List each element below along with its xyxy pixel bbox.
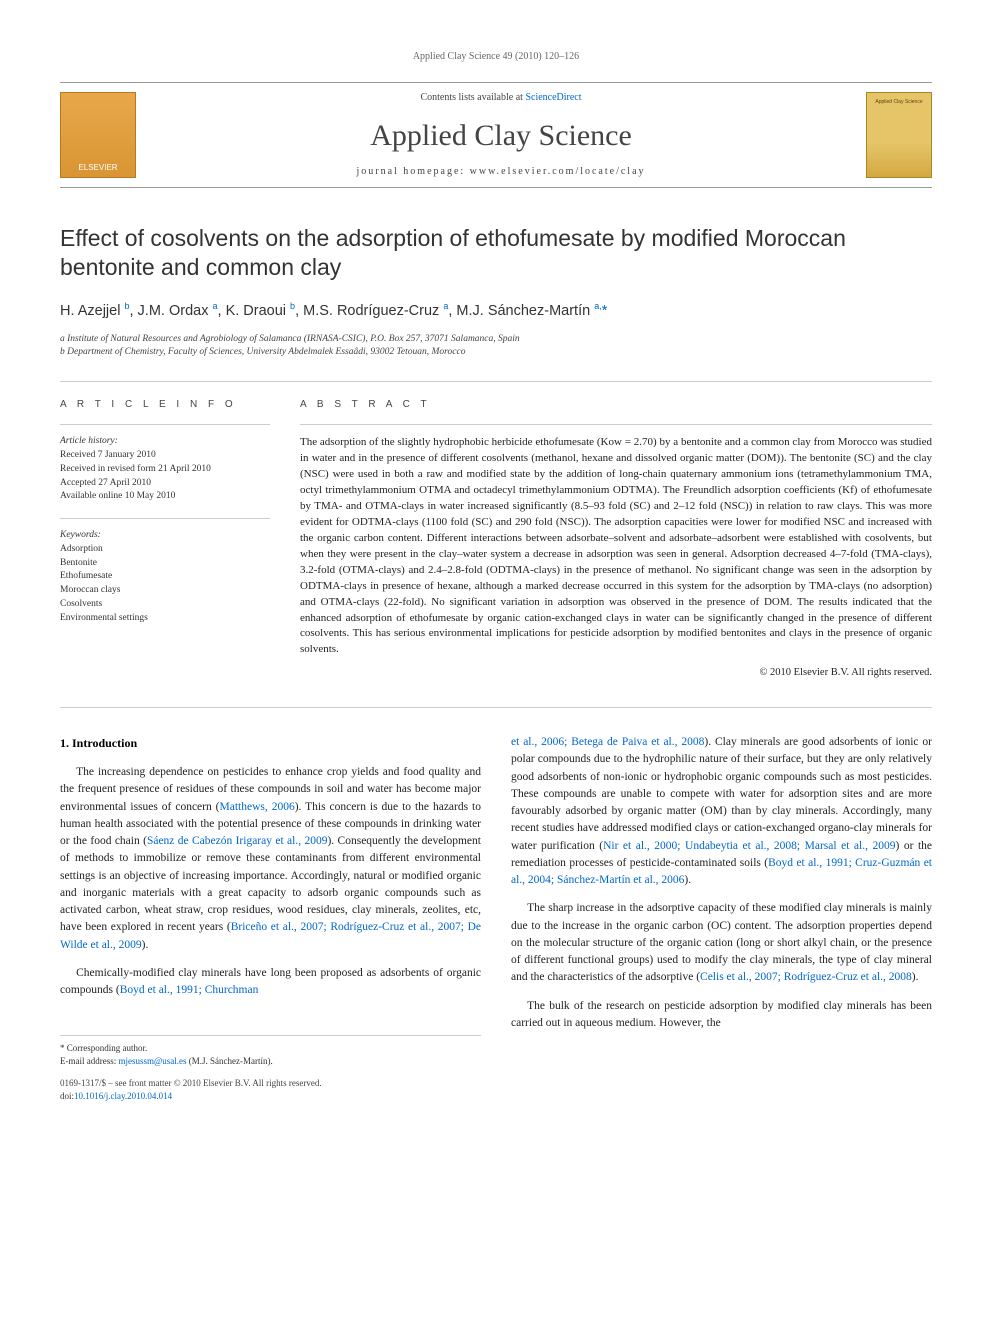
running-head: Applied Clay Science 49 (2010) 120–126 (60, 50, 932, 64)
divider (60, 424, 270, 425)
abstract-column: A B S T R A C T The adsorption of the sl… (300, 398, 932, 681)
body-two-column: 1. Introduction The increasing dependenc… (60, 734, 932, 1103)
history-line: Accepted 27 April 2010 (60, 477, 270, 491)
keyword: Cosolvents (60, 598, 270, 612)
divider (60, 707, 932, 708)
journal-homepage: journal homepage: www.elsevier.com/locat… (136, 165, 866, 179)
email-prefix: E-mail address: (60, 1056, 118, 1066)
intro-para: The increasing dependence on pesticides … (60, 764, 481, 954)
journal-name: Applied Clay Science (136, 115, 866, 157)
header-center: Contents lists available at ScienceDirec… (136, 91, 866, 179)
affiliation-b: b Department of Chemistry, Faculty of Sc… (60, 346, 932, 359)
keywords-heading: Keywords: (60, 529, 270, 543)
divider (60, 518, 270, 519)
right-column: et al., 2006; Betega de Paiva et al., 20… (511, 734, 932, 1103)
divider (300, 424, 932, 425)
journal-cover-thumb: Applied Clay Science (866, 92, 932, 178)
corresponding-email-line: E-mail address: mjesussm@usal.es (M.J. S… (60, 1055, 481, 1068)
abstract-copyright: © 2010 Elsevier B.V. All rights reserved… (300, 666, 932, 681)
intro-heading: 1. Introduction (60, 734, 481, 752)
corresponding-footer: * Corresponding author. E-mail address: … (60, 1035, 481, 1102)
keyword: Bentonite (60, 557, 270, 571)
doi-prefix: doi: (60, 1091, 74, 1101)
history-line: Received 7 January 2010 (60, 449, 270, 463)
contents-available: Contents lists available at ScienceDirec… (136, 91, 866, 105)
journal-header: ELSEVIER Contents lists available at Sci… (60, 82, 932, 188)
affiliation-a: a Institute of Natural Resources and Agr… (60, 333, 932, 346)
corresponding-label: * Corresponding author. (60, 1042, 481, 1055)
doi-link[interactable]: 10.1016/j.clay.2010.04.014 (74, 1091, 172, 1101)
article-info-column: A R T I C L E I N F O Article history: R… (60, 398, 270, 681)
affiliations: a Institute of Natural Resources and Agr… (60, 333, 932, 360)
intro-para: The bulk of the research on pesticide ad… (511, 998, 932, 1033)
left-column: 1. Introduction The increasing dependenc… (60, 734, 481, 1103)
author-list: H. Azejjel b, J.M. Ordax a, K. Draoui b,… (60, 300, 932, 321)
article-info-label: A R T I C L E I N F O (60, 398, 270, 412)
intro-para: et al., 2006; Betega de Paiva et al., 20… (511, 734, 932, 889)
intro-para: Chemically-modified clay minerals have l… (60, 965, 481, 1000)
history-heading: Article history: (60, 435, 270, 449)
abstract-label: A B S T R A C T (300, 398, 932, 412)
contents-prefix: Contents lists available at (420, 92, 525, 103)
elsevier-logo: ELSEVIER (60, 92, 136, 178)
history-line: Received in revised form 21 April 2010 (60, 463, 270, 477)
abstract-text: The adsorption of the slightly hydrophob… (300, 435, 932, 658)
front-matter-line: 0169-1317/$ – see front matter © 2010 El… (60, 1077, 481, 1090)
article-title: Effect of cosolvents on the adsorption o… (60, 224, 932, 282)
keyword: Ethofumesate (60, 570, 270, 584)
history-line: Available online 10 May 2010 (60, 490, 270, 504)
sciencedirect-link[interactable]: ScienceDirect (525, 92, 581, 103)
keyword: Environmental settings (60, 612, 270, 626)
intro-para: The sharp increase in the adsorptive cap… (511, 900, 932, 986)
email-link[interactable]: mjesussm@usal.es (118, 1056, 186, 1066)
keyword: Moroccan clays (60, 584, 270, 598)
doi-line: doi:10.1016/j.clay.2010.04.014 (60, 1090, 481, 1103)
email-suffix: (M.J. Sánchez-Martín). (187, 1056, 273, 1066)
keyword: Adsorption (60, 543, 270, 557)
